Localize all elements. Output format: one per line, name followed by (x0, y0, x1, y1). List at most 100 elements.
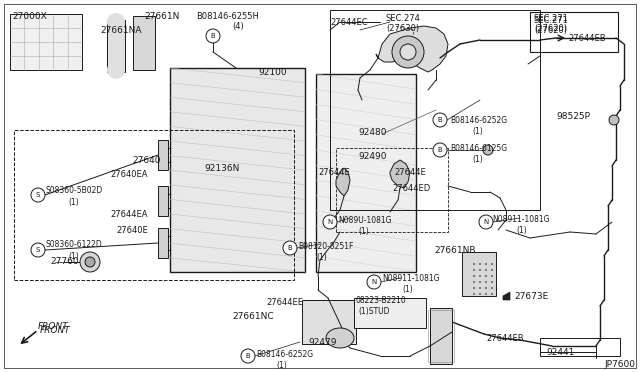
Circle shape (492, 263, 493, 265)
Text: 27673E: 27673E (514, 292, 548, 301)
Text: SEC.271: SEC.271 (534, 16, 569, 25)
Text: 27644ED: 27644ED (392, 184, 430, 193)
Text: B: B (246, 353, 250, 359)
Circle shape (485, 293, 487, 295)
Circle shape (367, 275, 381, 289)
Text: 27644EE: 27644EE (266, 298, 303, 307)
Circle shape (492, 293, 493, 295)
Circle shape (479, 287, 481, 289)
Circle shape (31, 243, 45, 257)
Text: (27620): (27620) (534, 26, 567, 35)
Circle shape (85, 257, 95, 267)
Text: N089U-1081G: N089U-1081G (338, 216, 392, 225)
Circle shape (107, 61, 125, 79)
Text: B08146-6252G: B08146-6252G (256, 350, 313, 359)
Text: 27760: 27760 (50, 257, 79, 266)
Circle shape (485, 287, 487, 289)
Text: (27620): (27620) (534, 24, 567, 33)
Text: B08146-6125G: B08146-6125G (450, 144, 507, 153)
Text: N08911-1081G: N08911-1081G (492, 215, 550, 224)
Bar (107, 20, 125, 72)
Text: (1): (1) (358, 227, 369, 236)
Text: B: B (211, 33, 216, 39)
Circle shape (80, 252, 100, 272)
Circle shape (400, 44, 416, 60)
Circle shape (283, 241, 297, 255)
Text: 92479: 92479 (308, 338, 337, 347)
Bar (430, 308, 452, 364)
Text: 27644EB: 27644EB (568, 34, 605, 43)
Circle shape (473, 287, 475, 289)
Bar (316, 74, 416, 272)
Circle shape (206, 29, 220, 43)
Bar (302, 300, 356, 344)
Polygon shape (390, 160, 410, 188)
Bar (428, 310, 454, 362)
Text: 92100: 92100 (258, 68, 287, 77)
Bar (330, 10, 540, 210)
Text: 92490: 92490 (358, 152, 387, 161)
Text: 98525P: 98525P (556, 112, 590, 121)
Ellipse shape (326, 328, 354, 348)
Text: B08146-6252G: B08146-6252G (450, 116, 507, 125)
Circle shape (31, 188, 45, 202)
Bar (336, 148, 448, 232)
Circle shape (492, 281, 493, 283)
Bar (462, 252, 496, 296)
Circle shape (479, 215, 493, 229)
Text: B: B (438, 147, 442, 153)
Text: (1): (1) (276, 361, 287, 370)
Bar (133, 16, 155, 70)
Text: B: B (438, 117, 442, 123)
Polygon shape (336, 168, 350, 196)
Circle shape (485, 275, 487, 277)
Circle shape (485, 263, 487, 265)
Text: 27644EB: 27644EB (486, 334, 524, 343)
Text: (1)STUD: (1)STUD (358, 307, 390, 316)
Text: SEC.274: SEC.274 (386, 14, 421, 23)
Text: (1): (1) (68, 198, 79, 207)
Text: B08146-6255H: B08146-6255H (196, 12, 259, 21)
Text: N08911-1081G: N08911-1081G (382, 274, 440, 283)
Circle shape (323, 215, 337, 229)
Bar (170, 68, 305, 272)
Circle shape (479, 293, 481, 295)
Circle shape (433, 113, 447, 127)
Circle shape (473, 281, 475, 283)
Circle shape (392, 36, 424, 68)
Text: 27640E: 27640E (116, 226, 148, 235)
Bar (158, 228, 168, 258)
Bar (10, 14, 82, 70)
Circle shape (492, 269, 493, 271)
Text: (1): (1) (516, 226, 527, 235)
Text: JP7600: JP7600 (604, 360, 635, 369)
Circle shape (241, 349, 255, 363)
Text: S: S (36, 247, 40, 253)
Polygon shape (376, 26, 448, 72)
Text: 27000X: 27000X (12, 12, 47, 21)
Bar (540, 338, 620, 356)
Text: N: N (328, 219, 333, 225)
Text: B08120-8251F: B08120-8251F (298, 242, 353, 251)
Text: (4): (4) (232, 22, 244, 31)
Text: 92136N: 92136N (204, 164, 239, 173)
Text: (1): (1) (472, 127, 483, 136)
Text: 27640: 27640 (132, 156, 161, 165)
Circle shape (433, 143, 447, 157)
Circle shape (473, 293, 475, 295)
Text: N: N (371, 279, 376, 285)
Text: FRONT: FRONT (38, 322, 68, 331)
Text: (1): (1) (402, 285, 413, 294)
Text: 27644EA: 27644EA (110, 210, 147, 219)
Circle shape (492, 275, 493, 277)
Text: 27661NA: 27661NA (100, 26, 141, 35)
Text: 92480: 92480 (358, 128, 387, 137)
Circle shape (609, 115, 619, 125)
Text: 27644E: 27644E (318, 168, 349, 177)
Circle shape (473, 263, 475, 265)
Circle shape (479, 275, 481, 277)
Circle shape (485, 269, 487, 271)
Bar (530, 12, 618, 52)
Circle shape (473, 275, 475, 277)
Bar (158, 140, 168, 170)
